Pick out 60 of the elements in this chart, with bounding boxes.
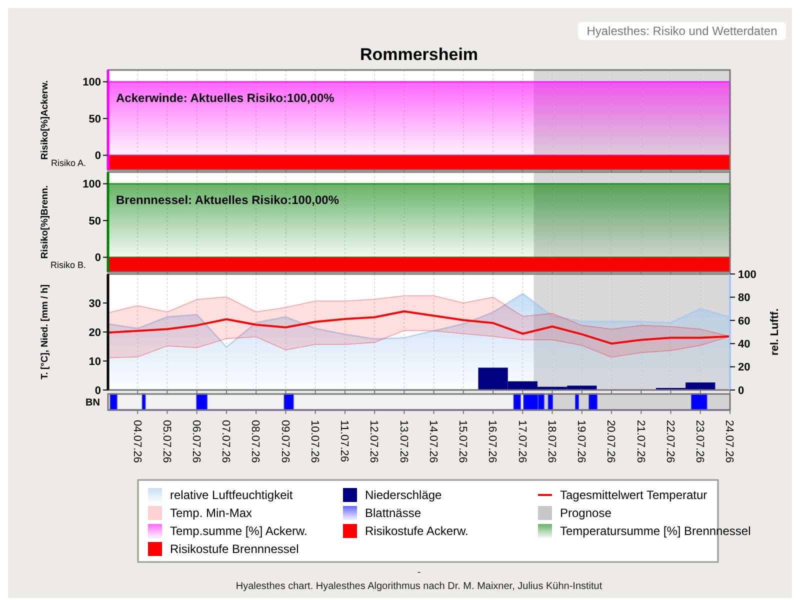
- y-tick-label: 20: [88, 326, 101, 339]
- x-tick-label: 13.07.26: [397, 420, 410, 463]
- x-tick-label: 06.07.26: [190, 420, 202, 463]
- chart-title: Rommersheim: [360, 45, 478, 64]
- chart-subtitle: Hyalesthes: Risiko und Wetterdaten: [586, 24, 778, 38]
- y-tick-label: 0: [94, 384, 101, 397]
- text: Risikostufe Brennnessel: [170, 542, 299, 556]
- text: relative Luftfeuchtigkeit: [170, 488, 293, 502]
- x-tick-label: 18.07.26: [545, 420, 558, 463]
- y2-tick-label: 100: [738, 268, 756, 281]
- text: Temp. Min-Max: [170, 506, 252, 520]
- y-axis-title: BN: [86, 398, 100, 408]
- x-tick-label: 15.07.26: [456, 420, 469, 463]
- x-tick-label: 09.07.26: [278, 420, 291, 463]
- text: Risiko A.: [50, 158, 86, 168]
- x-tick-label: 11.07.26: [338, 420, 350, 462]
- x-tick-label: 05.07.26: [160, 420, 172, 463]
- text: Niederschläge: [365, 488, 442, 502]
- x-tick-label: 17.07.26: [516, 420, 528, 463]
- x-tick-label: 04.07.26: [130, 420, 143, 463]
- y2-tick-label: 60: [738, 315, 750, 328]
- x-tick-label: 10.07.26: [308, 420, 320, 463]
- text: Risikostufe Ackerw.: [365, 524, 468, 538]
- x-tick-label: 21.07.26: [634, 420, 646, 463]
- y2-tick-label: 80: [738, 292, 750, 304]
- x-tick-label: 20.07.26: [604, 420, 617, 463]
- text: Hyalesthes chart. Hyalesthes Algorithmus nach Dr. M. Maixner, Julius Kühn-Institut: [236, 581, 602, 592]
- y-axis-title: T. [°C], Nied. [mm / h]: [39, 284, 50, 380]
- y-tick-label: 10: [88, 356, 101, 368]
- y2-axis-title: rel. Luftf.: [768, 308, 781, 356]
- text: Tagesmittelwert Temperatur: [560, 488, 708, 502]
- y2-tick-label: 20: [738, 362, 750, 374]
- x-tick-label: 22.07.26: [664, 420, 676, 463]
- x-tick-label: 19.07.26: [575, 420, 588, 463]
- legend-label: Blattnässe: [365, 506, 422, 520]
- x-tick-label: 23.07.26: [694, 420, 706, 463]
- y2-tick-label: 40: [738, 338, 750, 350]
- y-tick-label: 100: [82, 178, 101, 191]
- text: Temp.summe [%] Ackerw.: [170, 524, 308, 538]
- x-tick-label: 16.07.26: [486, 420, 498, 463]
- y-tick-label: 0: [94, 252, 101, 264]
- y-axis-title: Risiko[%]Brenn.: [39, 185, 50, 259]
- annotation: Brennnessel: Aktuelles Risiko:100,00%: [116, 193, 340, 207]
- y-tick-label: 30: [88, 298, 101, 310]
- x-tick-label: 07.07.26: [220, 420, 232, 463]
- x-tick-label: 08.07.26: [249, 420, 262, 463]
- annotation: Ackerwinde: Aktuelles Risiko:100,00%: [116, 91, 335, 105]
- x-tick-label: 14.07.26: [426, 420, 439, 463]
- y2-tick-label: 0: [738, 384, 744, 397]
- x-tick-label: 12.07.26: [368, 420, 380, 463]
- text: Temperatursumme [%] Brennnessel: [560, 524, 751, 538]
- y-tick-label: 50: [88, 215, 101, 228]
- legend-label: Prognose: [560, 506, 612, 520]
- x-tick-label: 24.07.26: [723, 420, 736, 463]
- y-tick-label: 50: [88, 113, 101, 126]
- y-axis-title: Risiko[%]Ackerw.: [39, 80, 50, 160]
- y-tick-label: 0: [94, 150, 101, 162]
- text: Risiko B.: [50, 260, 86, 270]
- y-tick-label: 100: [82, 76, 101, 89]
- text: -: [417, 567, 421, 578]
